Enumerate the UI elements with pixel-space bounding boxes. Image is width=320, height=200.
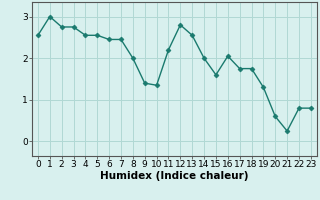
X-axis label: Humidex (Indice chaleur): Humidex (Indice chaleur) xyxy=(100,171,249,181)
